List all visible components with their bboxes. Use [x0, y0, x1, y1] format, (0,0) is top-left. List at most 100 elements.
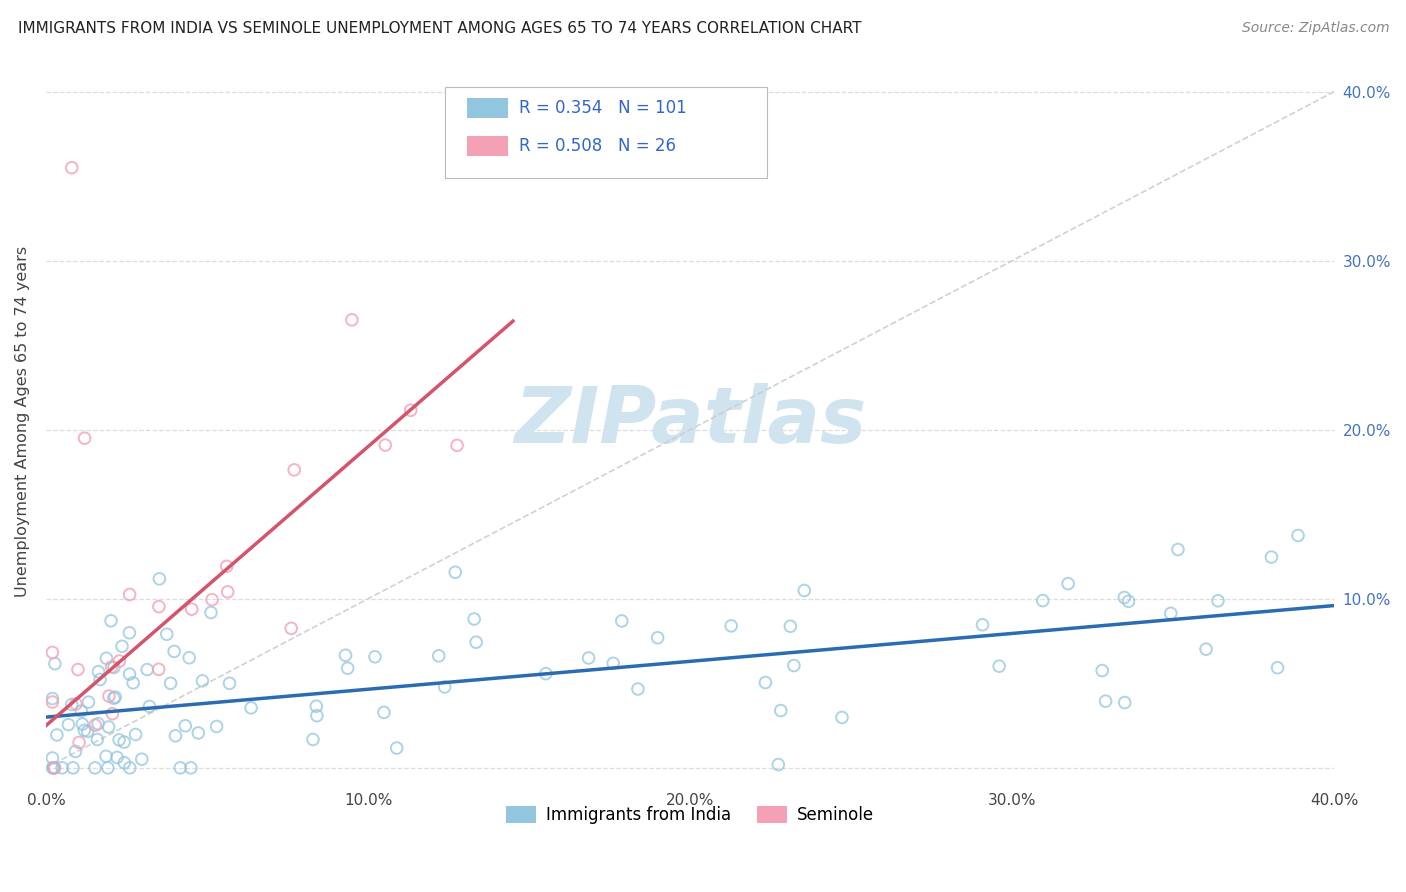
Point [124, 727, 146, 741]
Point [364, 649, 387, 664]
Point [148, 599, 170, 614]
Point [105, 750, 128, 764]
Point [41, 645, 63, 659]
Point [60, 698, 83, 712]
Point [44, 761, 66, 775]
Point [433, 680, 456, 694]
Point [41, 751, 63, 765]
Point [60, 161, 83, 175]
Point [217, 584, 239, 599]
Point [86, 732, 108, 747]
Point [1195, 642, 1218, 657]
Point [972, 617, 994, 632]
Point [97, 720, 120, 734]
Point [1160, 607, 1182, 621]
Point [779, 619, 801, 633]
Point [205, 719, 228, 733]
Point [1206, 594, 1229, 608]
Point [163, 644, 186, 658]
Point [65, 744, 87, 758]
Point [104, 690, 127, 704]
Point [103, 691, 125, 706]
Point [65, 697, 87, 711]
Point [373, 706, 395, 720]
Point [602, 657, 624, 671]
Point [465, 635, 488, 649]
Text: Source: ZipAtlas.com: Source: ZipAtlas.com [1241, 21, 1389, 35]
Point [647, 631, 669, 645]
Point [138, 699, 160, 714]
Point [118, 667, 141, 681]
Text: R = 0.354   N = 101: R = 0.354 N = 101 [519, 99, 686, 117]
Point [385, 741, 408, 756]
Point [988, 659, 1011, 673]
Point [1260, 550, 1282, 565]
Point [1267, 661, 1289, 675]
Point [720, 619, 742, 633]
Point [305, 708, 328, 723]
Point [112, 735, 135, 749]
Point [100, 614, 122, 628]
Point [399, 403, 422, 417]
Point [42, 761, 65, 775]
Point [156, 627, 179, 641]
Point [374, 438, 396, 452]
Point [463, 612, 485, 626]
Point [94, 749, 117, 764]
Point [165, 729, 187, 743]
Legend: Immigrants from India, Seminole: Immigrants from India, Seminole [499, 799, 880, 831]
Point [131, 752, 153, 766]
Point [283, 463, 305, 477]
Point [118, 625, 141, 640]
Point [118, 587, 141, 601]
Point [103, 660, 125, 674]
Point [280, 621, 302, 635]
Point [769, 704, 792, 718]
Point [200, 606, 222, 620]
Text: R = 0.508   N = 26: R = 0.508 N = 26 [519, 136, 676, 155]
Point [191, 673, 214, 688]
Point [70, 704, 93, 718]
Point [783, 658, 806, 673]
Point [111, 640, 134, 654]
Point [44, 761, 66, 775]
Point [76, 724, 98, 739]
Point [793, 583, 815, 598]
Point [335, 648, 357, 663]
Point [1094, 694, 1116, 708]
Point [118, 761, 141, 775]
Point [159, 676, 181, 690]
Point [446, 438, 468, 452]
Point [187, 726, 209, 740]
Point [534, 666, 557, 681]
Point [89, 673, 111, 687]
Point [179, 650, 201, 665]
Point [87, 665, 110, 679]
Point [754, 675, 776, 690]
Point [1286, 528, 1309, 542]
Point [44, 657, 66, 671]
Point [180, 602, 202, 616]
Point [305, 699, 328, 714]
Point [112, 756, 135, 770]
Point [77, 695, 100, 709]
Point [122, 676, 145, 690]
Point [1114, 591, 1136, 605]
Point [427, 648, 450, 663]
Point [218, 676, 240, 690]
Point [174, 719, 197, 733]
Point [302, 732, 325, 747]
Point [67, 735, 90, 749]
Point [87, 716, 110, 731]
Point [768, 757, 790, 772]
Point [1057, 576, 1080, 591]
Point [201, 592, 224, 607]
Point [66, 663, 89, 677]
Point [340, 313, 363, 327]
Point [84, 761, 107, 775]
Point [1032, 593, 1054, 607]
Point [108, 654, 131, 668]
Point [45, 728, 67, 742]
Point [101, 706, 124, 721]
Point [51, 761, 73, 775]
